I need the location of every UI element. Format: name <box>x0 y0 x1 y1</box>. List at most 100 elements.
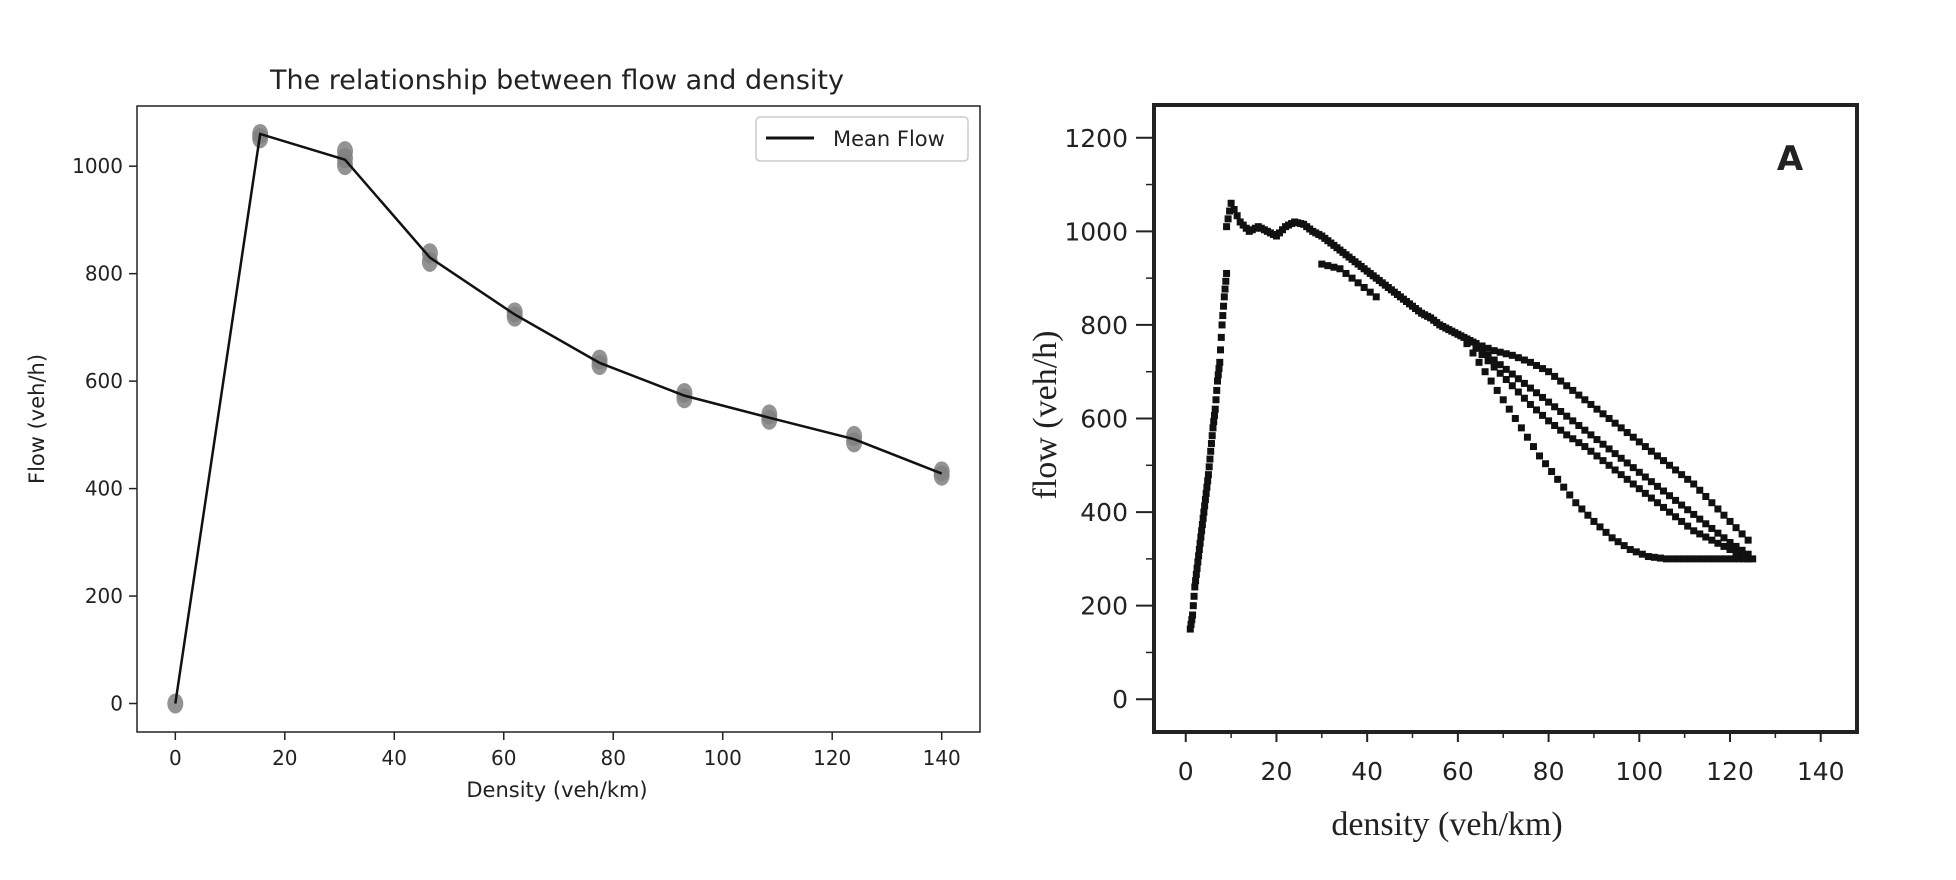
scatter-marker <box>1572 499 1580 507</box>
scatter-marker <box>1635 485 1643 493</box>
scatter-marker <box>1702 520 1710 528</box>
scatter-marker <box>1366 288 1374 296</box>
scatter-marker <box>1484 357 1492 365</box>
scatter-marker <box>1684 506 1692 514</box>
scatter-marker <box>1699 555 1707 563</box>
scatter-marker <box>1708 499 1716 507</box>
scatter-marker <box>1672 496 1680 504</box>
scatter-marker <box>1726 538 1734 546</box>
scatter-marker <box>1590 517 1598 525</box>
y-tick-label: 600 <box>85 369 123 393</box>
scatter-marker <box>1221 285 1229 293</box>
scatter-marker <box>1230 206 1238 213</box>
x-tick-label: 0 <box>169 746 182 770</box>
scatter-marker <box>1478 351 1486 359</box>
scatter-marker <box>1324 262 1332 270</box>
right-x-axis: 0 20 40 60 80 100 120 140 <box>1178 732 1845 786</box>
scatter-marker <box>1463 340 1471 348</box>
scatter-marker <box>1545 398 1553 406</box>
right-y-axis-label: flow (veh/h) <box>1027 330 1064 499</box>
scatter-marker <box>1720 542 1728 550</box>
scatter-point <box>846 425 863 446</box>
scatter-marker <box>1575 422 1583 430</box>
scatter-marker <box>1563 431 1571 439</box>
scatter-marker <box>1548 468 1556 476</box>
scatter-marker <box>1223 223 1231 231</box>
y-tick-label: 800 <box>85 262 123 286</box>
scatter-marker <box>1197 533 1205 541</box>
left-chart: The relationship between flow and densit… <box>25 65 981 802</box>
scatter-marker <box>1705 555 1713 563</box>
left-plot-frame <box>136 105 981 733</box>
right-x-axis-label: density (veh/km) <box>1331 806 1562 843</box>
scatter-marker <box>1650 553 1658 561</box>
x-tick-label: 120 <box>1706 757 1754 786</box>
scatter-marker <box>1557 426 1565 434</box>
scatter-marker <box>1196 539 1204 547</box>
scatter-marker <box>1605 461 1613 469</box>
scatter-marker <box>1529 443 1537 451</box>
scatter-marker <box>1641 443 1649 451</box>
scatter-marker <box>1653 452 1661 460</box>
right-plot-frame <box>1152 103 1859 734</box>
scatter-marker <box>1629 480 1637 488</box>
scatter-marker <box>1659 457 1667 465</box>
scatter-marker <box>1526 400 1534 408</box>
x-tick-label: 120 <box>813 746 851 770</box>
scatter-marker <box>1490 347 1498 355</box>
scatter-marker <box>1578 505 1586 513</box>
scatter-marker <box>1224 215 1232 223</box>
x-tick-label: 60 <box>491 746 516 770</box>
scatter-marker <box>1740 555 1748 563</box>
scatter-marker <box>1217 333 1225 341</box>
scatter-marker <box>1508 370 1516 378</box>
scatter-marker <box>1702 533 1710 541</box>
scatter-marker <box>1523 433 1531 441</box>
scatter-marker <box>1209 424 1217 432</box>
scatter-marker <box>1514 354 1522 362</box>
scatter-marker <box>1207 447 1215 455</box>
scatter-marker <box>1602 528 1610 536</box>
scatter-marker <box>1502 365 1510 373</box>
scatter-marker <box>1208 432 1216 440</box>
scatter-point <box>933 461 950 482</box>
scatter-marker <box>1744 536 1752 544</box>
scatter-marker <box>1478 342 1486 350</box>
left-y-axis: 0 200 400 600 800 1000 <box>72 154 137 716</box>
scatter-marker <box>1514 388 1522 396</box>
scatter-marker <box>1502 350 1510 358</box>
scatter-marker <box>1216 358 1224 366</box>
y-tick-label: 0 <box>110 692 123 716</box>
scatter-marker <box>1593 452 1601 460</box>
scatter-marker <box>1732 524 1740 532</box>
scatter-marker <box>1539 393 1547 401</box>
scatter-marker <box>1487 377 1495 385</box>
scatter-marker <box>1499 396 1507 404</box>
scatter-marker <box>1532 361 1540 369</box>
scatter-marker <box>1696 530 1704 538</box>
scatter-marker <box>1611 466 1619 474</box>
scatter-marker <box>1481 368 1489 376</box>
scatter-marker <box>1596 523 1604 531</box>
scatter-marker <box>1217 346 1225 354</box>
scatter-marker <box>1620 542 1628 550</box>
scatter-marker <box>1653 499 1661 507</box>
scatter-marker <box>1744 550 1752 558</box>
scatter-marker <box>1738 546 1746 554</box>
scatter-marker <box>1605 415 1613 422</box>
scatter-marker <box>1330 263 1338 271</box>
scatter-marker <box>1318 260 1326 268</box>
scatter-marker <box>1490 363 1498 371</box>
scatter-marker <box>1496 369 1504 377</box>
scatter-marker <box>1195 552 1203 560</box>
scatter-marker <box>1336 265 1344 273</box>
scatter-marker <box>1726 517 1734 525</box>
mean-flow-line <box>174 132 943 704</box>
scatter-marker <box>1484 344 1492 352</box>
legend-label-mean-flow: Mean Flow <box>833 127 945 151</box>
scatter-marker <box>1508 351 1516 359</box>
scatter-marker <box>1469 349 1477 357</box>
scatter-marker <box>1617 454 1625 462</box>
scatter-marker <box>1526 358 1534 366</box>
right-chart: 0 20 40 60 80 100 120 140 0 200 400 600 800 1000 1200… <box>1027 103 1859 843</box>
